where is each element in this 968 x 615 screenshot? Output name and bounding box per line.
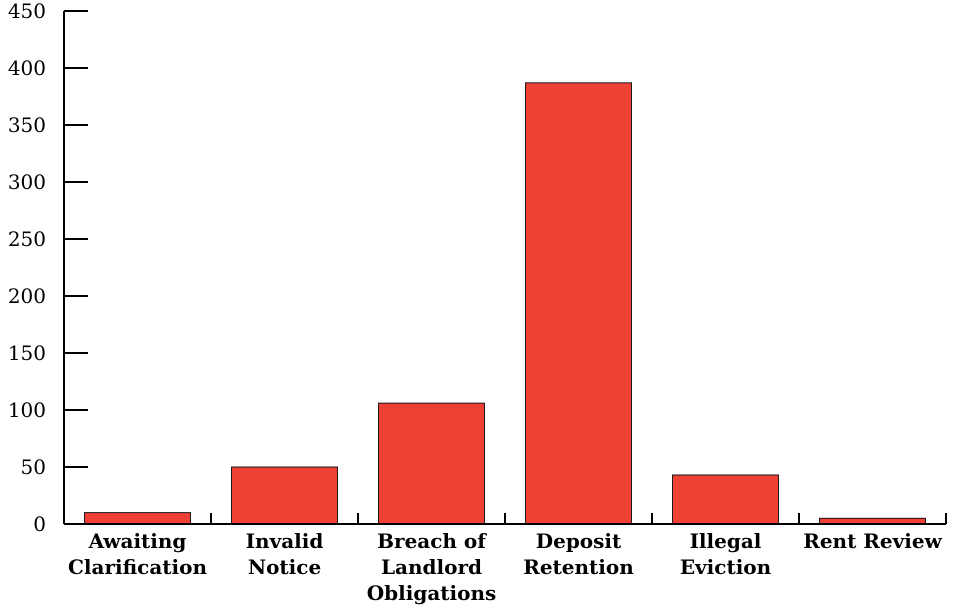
- x-category-label-line: Eviction: [680, 555, 772, 579]
- x-axis-ticks: [210, 513, 947, 524]
- x-category-label: Rent Review: [803, 529, 942, 553]
- x-category-label: Illegal Eviction: [680, 529, 772, 579]
- y-tick-label: 250: [8, 227, 46, 251]
- x-category-label-line: Illegal: [690, 529, 762, 553]
- y-tick-label: 0: [33, 512, 46, 536]
- x-category-label-line: Clarification: [68, 555, 207, 579]
- x-category-label-line: Breach of: [377, 529, 487, 553]
- x-category-label-line: Deposit: [536, 529, 622, 553]
- x-category-label-line: Rent Review: [803, 529, 942, 553]
- x-category-label: Breach of Landlord Obligations: [367, 529, 497, 605]
- y-tick-label: 450: [8, 0, 46, 23]
- x-category-label: Deposit Retention: [523, 529, 634, 579]
- x-category-label-line: Retention: [523, 555, 634, 579]
- x-category-label-line: Invalid: [246, 529, 324, 553]
- x-axis-labels: Awaiting Clarification Invalid Notice Breach…: [68, 529, 943, 605]
- x-category-label-line: Landlord: [381, 555, 482, 579]
- bar: [84, 512, 191, 525]
- bar: [378, 402, 485, 525]
- y-axis-ticks: 0 50 100 150 200 250 300 350 400 450: [8, 0, 88, 536]
- bar: [525, 82, 632, 525]
- y-tick-label: 400: [8, 56, 46, 80]
- y-tick-label: 350: [8, 113, 46, 137]
- x-category-label-line: Obligations: [367, 581, 497, 605]
- y-tick-label: 50: [21, 455, 46, 479]
- y-tick-label: 100: [8, 398, 46, 422]
- y-tick-label: 150: [8, 341, 46, 365]
- bar: [672, 474, 779, 525]
- x-category-label: Invalid Notice: [246, 529, 324, 579]
- y-tick-label: 200: [8, 284, 46, 308]
- x-category-label: Awaiting Clarification: [68, 529, 207, 579]
- x-category-label-line: Awaiting: [88, 529, 187, 553]
- x-category-label-line: Notice: [248, 555, 321, 579]
- bars: [84, 82, 926, 525]
- bar: [231, 466, 338, 525]
- y-tick-label: 300: [8, 170, 46, 194]
